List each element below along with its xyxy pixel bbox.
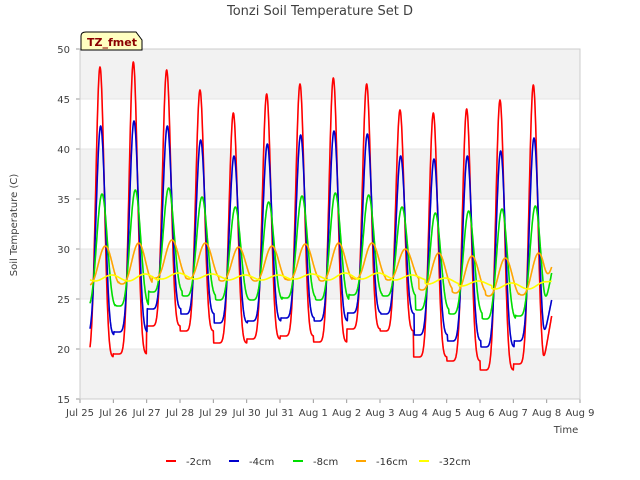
- background-band: [80, 299, 580, 349]
- x-tick-label: Aug 7: [499, 408, 528, 419]
- x-tick-label: Aug 5: [432, 408, 461, 419]
- background-band: [80, 49, 580, 99]
- y-tick-label: 45: [57, 95, 70, 106]
- x-tick-label: Jul 25: [65, 408, 94, 419]
- legend-label: -4cm: [249, 457, 274, 468]
- y-tick-label: 20: [57, 345, 70, 356]
- legend-label: -8cm: [313, 457, 338, 468]
- x-tick-label: Aug 2: [332, 408, 361, 419]
- legend-label: -2cm: [186, 457, 211, 468]
- y-tick-label: 40: [57, 145, 70, 156]
- site-badge: TZ_fmet: [80, 31, 143, 51]
- series-line-minus-16cm: [89, 239, 553, 297]
- y-tick-label: 15: [57, 395, 70, 406]
- x-tick-label: Jul 28: [165, 408, 194, 419]
- series-line-minus-4cm: [89, 120, 553, 348]
- x-tick-label: Aug 3: [365, 408, 394, 419]
- series-lines: [89, 61, 553, 371]
- y-tick-label: 50: [57, 45, 70, 56]
- y-tick-label: 35: [57, 195, 70, 206]
- series-line-minus-32cm: [89, 272, 553, 290]
- x-tick-label: Jul 27: [132, 408, 161, 419]
- site-badge-shape: [80, 31, 143, 51]
- x-tick-label: Jul 31: [265, 408, 294, 419]
- x-tick-label: Aug 6: [465, 408, 494, 419]
- chart-title: Tonzi Soil Temperature Set D: [226, 4, 413, 19]
- y-tick-label: 30: [57, 245, 70, 256]
- series-line-minus-8cm: [89, 187, 553, 320]
- legend: -2cm -4cm -8cm -16cm -32cm: [166, 457, 471, 468]
- plot-frame: [79, 48, 581, 400]
- legend-label: -16cm: [376, 457, 408, 468]
- x-tick-label: Jul 29: [198, 408, 227, 419]
- x-tick-label: Aug 8: [532, 408, 561, 419]
- y-axis-label: Soil Temperature (C): [9, 174, 20, 277]
- legend-label: -32cm: [439, 457, 471, 468]
- background-band: [80, 349, 580, 399]
- x-axis-label: Time: [553, 425, 578, 436]
- x-tick-label: Aug 9: [565, 408, 594, 419]
- x-tick-label: Jul 26: [98, 408, 127, 419]
- x-tick-label: Jul 30: [232, 408, 261, 419]
- y-tick-label: 25: [57, 295, 70, 306]
- x-axis: Jul 25 Jul 26 Jul 27 Jul 28 Jul 29 Jul 30 Jul …: [65, 399, 595, 419]
- x-tick-label: Aug 1: [299, 408, 328, 419]
- site-badge-text: TZ_fmet: [87, 36, 137, 49]
- x-tick-label: Aug 4: [399, 408, 428, 419]
- series-line-minus-2cm: [89, 61, 553, 371]
